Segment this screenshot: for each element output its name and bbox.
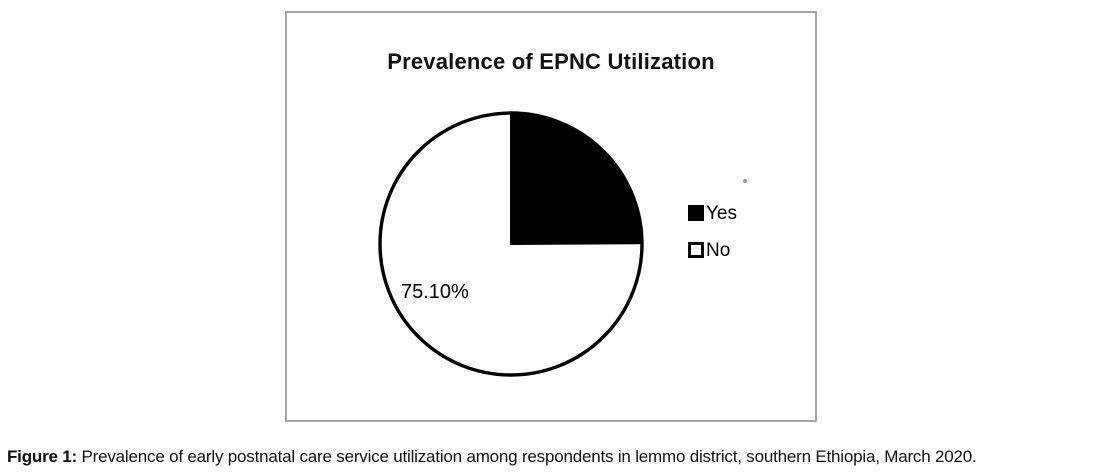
- legend-row-no: No: [688, 240, 737, 260]
- chart-legend: Yes No: [688, 203, 737, 277]
- figure-caption: Figure 1: Prevalence of early postnatal …: [7, 447, 1099, 467]
- chart-panel: Prevalence of EPNC Utilization 75.10% Ye…: [285, 11, 817, 422]
- legend-swatch-yes: [688, 205, 704, 221]
- pie-data-label: 75.10%: [401, 281, 469, 303]
- figure-caption-text: Prevalence of early postnatal care servi…: [77, 447, 977, 466]
- legend-swatch-no: [688, 242, 704, 258]
- legend-label-yes: Yes: [706, 202, 737, 224]
- figure-caption-prefix: Figure 1:: [7, 447, 77, 466]
- legend-row-yes: Yes: [688, 203, 737, 223]
- pie-slice-yes: [510, 111, 644, 246]
- chart-title: Prevalence of EPNC Utilization: [387, 49, 715, 74]
- stray-dot-artifact: [743, 179, 747, 183]
- legend-label-no: No: [706, 239, 731, 261]
- pie-chart: [378, 111, 644, 377]
